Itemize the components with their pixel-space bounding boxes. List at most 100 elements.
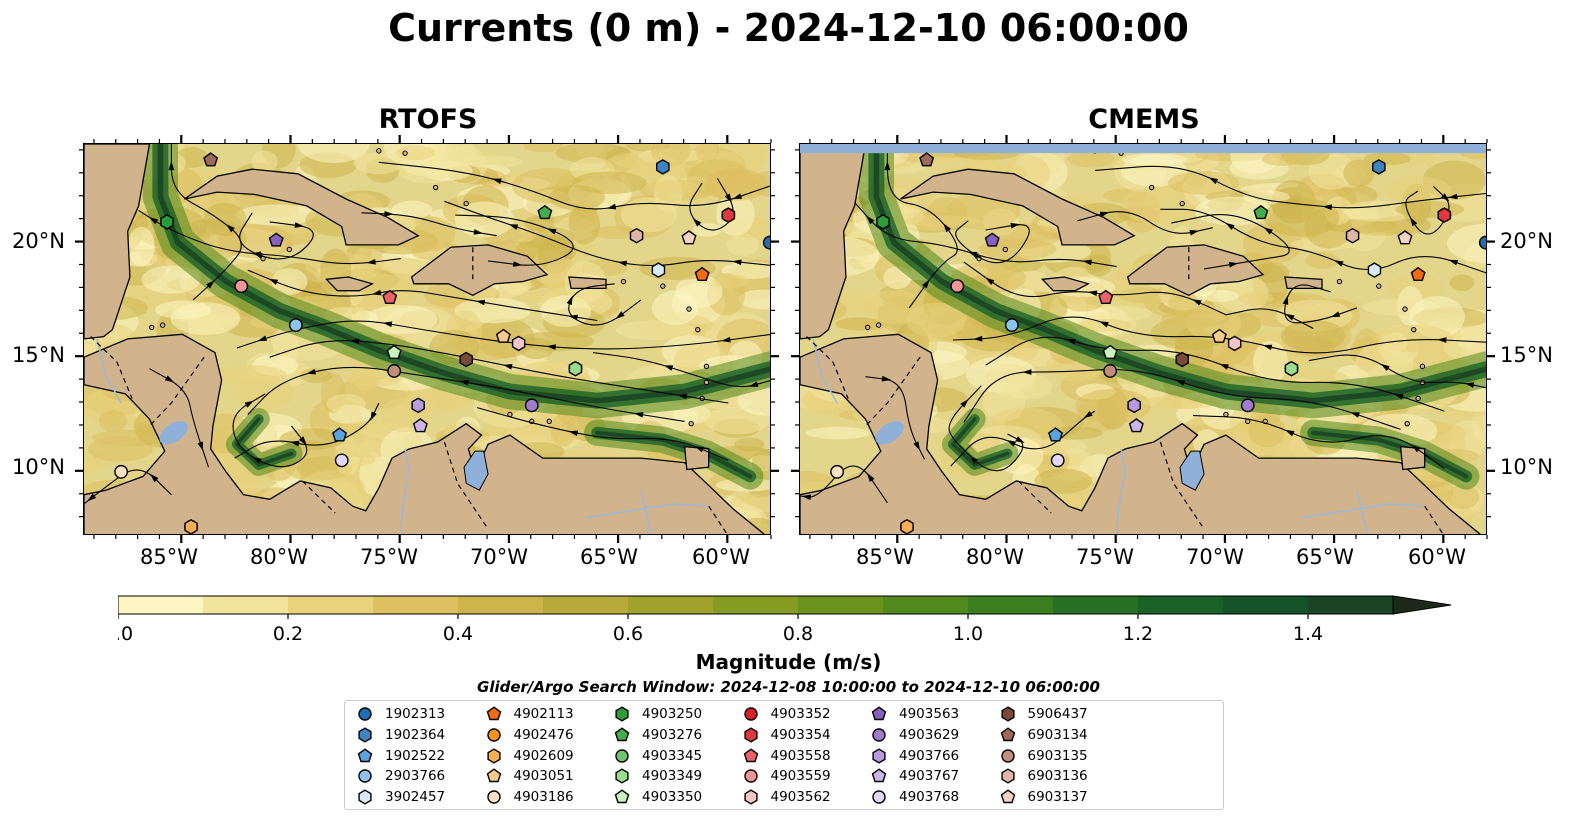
- landmass: [1126, 244, 1265, 297]
- legend-item: 6903134: [998, 725, 1088, 745]
- legend-label: 4903559: [770, 768, 831, 785]
- landmass: [1041, 276, 1091, 292]
- hexagon-marker-icon: [743, 727, 758, 743]
- circle-marker-icon: [872, 728, 886, 742]
- legend-label: 4903629: [899, 726, 960, 743]
- float-marker-6903136: [1345, 227, 1360, 244]
- float-marker-4903629: [1240, 398, 1255, 413]
- lon-tick-label: 60°W: [1408, 545, 1466, 569]
- lon-tick-label: 60°W: [692, 545, 750, 569]
- legend-label: 4903563: [899, 706, 960, 722]
- legend-label: 4903345: [642, 747, 703, 764]
- lon-tick-label: 80°W: [250, 545, 308, 569]
- float-marker-3902457: [1367, 262, 1382, 278]
- legend-item: 4903352: [741, 704, 831, 724]
- float-marker-4902113: [694, 266, 710, 282]
- lat-tick-label: 10°N: [12, 455, 65, 479]
- float-marker-2903766: [288, 318, 303, 332]
- colorbar-segment: [1053, 596, 1139, 614]
- legend-item: 4903558: [741, 746, 831, 766]
- legend-label: 2903766: [385, 768, 446, 785]
- float-marker-4903354: [1437, 207, 1452, 223]
- circle-marker-icon: [486, 728, 501, 742]
- pentagon-marker-icon: [357, 747, 373, 762]
- float-marker-4903349: [1284, 360, 1299, 377]
- float-marker-1902313: [762, 235, 770, 250]
- legend-label: 4903352: [770, 706, 831, 722]
- hexagon-marker-icon: [615, 768, 629, 784]
- colorbar: 0.0 0.2 0.4 0.6 0.8 1.0 1.2 1.4: [103, 595, 1463, 651]
- legend-item: 6903136: [998, 766, 1088, 786]
- float-marker-4903354: [721, 207, 736, 223]
- hexagon-marker-icon: [872, 747, 886, 764]
- hexagon-marker-icon: [615, 706, 629, 722]
- float-marker-4903250: [160, 214, 174, 230]
- lat-tick-label: 20°N: [12, 229, 65, 253]
- legend-label: 4903186: [513, 789, 574, 806]
- landmass: [1284, 276, 1323, 290]
- circle-marker-icon: [615, 748, 629, 763]
- float-marker-4903563: [268, 232, 284, 247]
- pentagon-marker-icon: [743, 747, 758, 762]
- legend-item: 6903135: [998, 746, 1088, 766]
- legend-item: 4903345: [612, 746, 702, 766]
- float-marker-4903767: [412, 418, 428, 433]
- colorbar-tick-label: 1.0: [953, 623, 983, 645]
- float-marker-6903134: [919, 152, 935, 167]
- circle-marker-icon: [872, 728, 886, 742]
- legend-label: 4903558: [770, 747, 831, 764]
- legend-label: 1902364: [385, 726, 446, 743]
- legend-label: 1902313: [385, 706, 446, 722]
- panel-title-rtofs: RTOFS: [378, 104, 478, 135]
- hexagon-marker-icon: [1000, 768, 1015, 784]
- pentagon-marker-icon: [1000, 727, 1015, 741]
- hexagon-marker-icon: [743, 727, 758, 743]
- legend-item: 1902522: [355, 746, 445, 766]
- legend-label: 3902457: [385, 789, 446, 806]
- legend-item: 3902457: [355, 787, 445, 807]
- float-marker-1902313: [1478, 235, 1486, 250]
- colorbar-segment: [458, 596, 544, 614]
- pentagon-marker-icon: [486, 706, 501, 721]
- search-window-note: Glider/Argo Search Window: 2024-12-08 10…: [477, 678, 1100, 696]
- pentagon-marker-icon: [743, 747, 758, 762]
- lon-tick-label: 75°W: [360, 545, 418, 569]
- figure-title: Currents (0 m) - 2024-12-10 06:00:00: [388, 6, 1189, 50]
- float-marker-4903558: [382, 289, 398, 305]
- colorbar-tick-label: 0.6: [613, 623, 643, 645]
- float-marker-4902609: [184, 518, 198, 534]
- panel-title-cmems: CMEMS: [1088, 104, 1200, 135]
- float-marker-3902457: [651, 262, 666, 278]
- colorbar-segment: [118, 596, 204, 614]
- colorbar-tick-label: 1.2: [1123, 623, 1153, 645]
- legend-item: 4903276: [612, 725, 702, 745]
- float-marker-4903559: [234, 279, 249, 294]
- lat-tick-label: 15°N: [1500, 343, 1553, 367]
- float-marker-4903562: [1227, 335, 1242, 352]
- hexagon-marker-icon: [1000, 706, 1015, 722]
- legend-label: 4903350: [642, 789, 703, 806]
- colorbar-extend-arrow: [1392, 595, 1452, 615]
- landmass: [800, 333, 1481, 534]
- hexagon-marker-icon: [872, 747, 886, 764]
- map-panel-cmems: [799, 143, 1487, 535]
- legend-item: 4903766: [869, 746, 959, 766]
- float-marker-4903559: [950, 279, 965, 294]
- circle-marker-icon: [872, 790, 886, 804]
- hexagon-marker-icon: [358, 727, 372, 743]
- legend-item: 4903350: [612, 787, 702, 807]
- hexagon-marker-icon: [743, 789, 758, 805]
- circle-marker-icon: [358, 769, 372, 784]
- float-marker-4903186: [114, 464, 129, 479]
- hexagon-marker-icon: [486, 747, 501, 764]
- landmass: [84, 333, 765, 534]
- float-marker-4903276: [537, 204, 553, 220]
- pentagon-marker-icon: [357, 747, 373, 762]
- circle-marker-icon: [743, 707, 758, 721]
- legend-item: 4903349: [612, 766, 702, 786]
- pentagon-marker-icon: [614, 727, 630, 741]
- pentagon-marker-icon: [871, 706, 887, 721]
- float-marker-4903276: [1253, 204, 1269, 220]
- pentagon-marker-icon: [614, 727, 630, 741]
- float-marker-4903768: [334, 453, 349, 468]
